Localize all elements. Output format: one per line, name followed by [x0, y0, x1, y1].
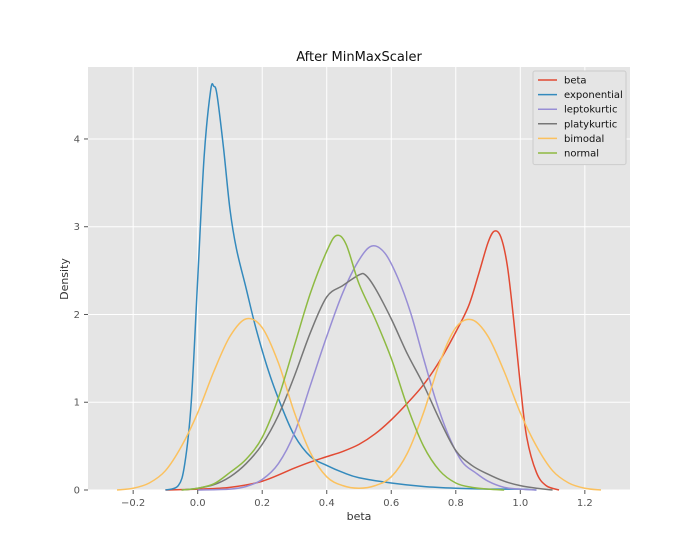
x-tick-label: 0.4 — [319, 498, 335, 509]
x-tick-label: 0.8 — [448, 498, 464, 509]
legend-label-exponential: exponential — [564, 90, 623, 101]
series-lines — [116, 83, 602, 491]
legend-label-platykurtic: platykurtic — [564, 119, 617, 130]
legend-label-beta: beta — [564, 76, 587, 87]
series-line-platykurtic — [181, 272, 553, 491]
x-tick-label: 0.6 — [383, 498, 399, 509]
legend: beta exponential leptokurtic platykurtic bim… — [532, 70, 627, 166]
x-tick-label: −0.2 — [121, 498, 145, 509]
legend-label-bimodal: bimodal — [564, 134, 604, 145]
y-tick-label: 4 — [74, 134, 80, 145]
y-tick-label: 1 — [74, 398, 80, 409]
legend-label-leptokurtic: leptokurtic — [564, 105, 617, 116]
x-tick-label: 1.2 — [577, 498, 593, 509]
y-axis-label: Density — [58, 258, 71, 300]
y-tick-label: 3 — [74, 222, 80, 233]
x-axis-label: beta — [347, 510, 372, 523]
chart-title: After MinMaxScaler — [296, 50, 422, 65]
legend-label-normal: normal — [564, 149, 599, 160]
series-line-normal — [181, 234, 505, 491]
y-tick-label: 2 — [74, 310, 80, 321]
series-line-exponential — [165, 83, 537, 491]
x-tick-label: 1.0 — [512, 498, 528, 509]
x-tick-label: 0.2 — [254, 498, 270, 509]
y-tick-label: 0 — [74, 486, 80, 497]
series-line-leptokurtic — [197, 245, 537, 491]
series-line-bimodal — [116, 317, 602, 491]
x-tick-label: 0.0 — [190, 498, 206, 509]
axis-ticks: −0.2 0.0 0.2 0.4 0.6 0.8 1.0 1.2 0 1 2 3 4 — [74, 134, 593, 509]
